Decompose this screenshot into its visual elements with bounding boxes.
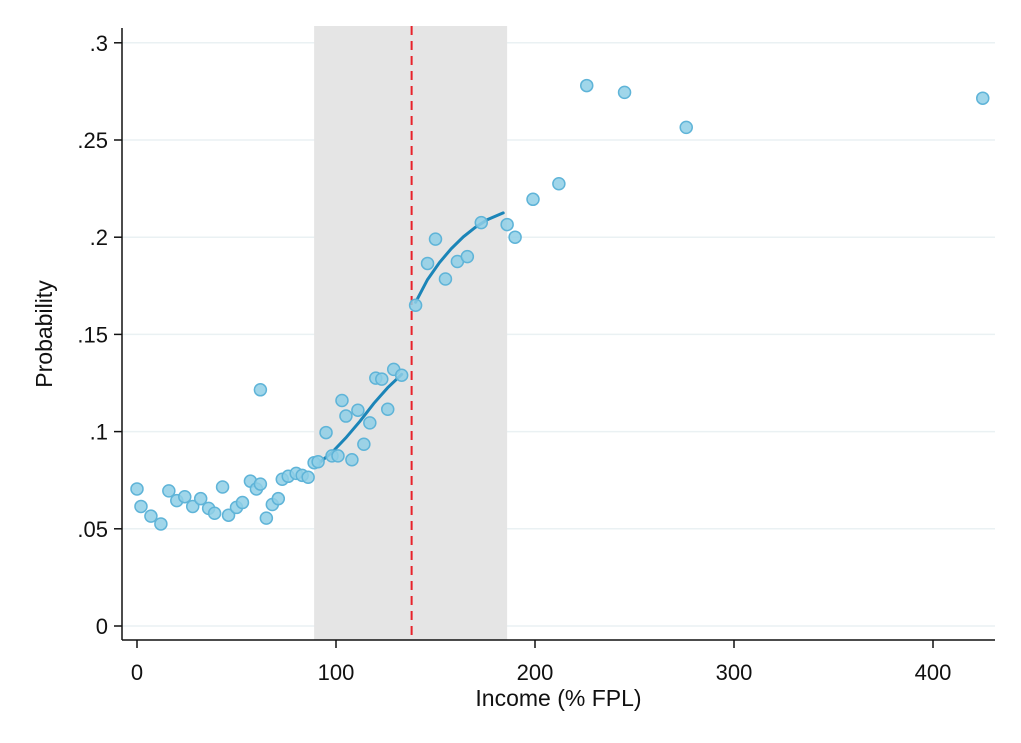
x-tick-label: 200 [517,660,554,685]
scatter-point [311,454,325,469]
y-tick-label: 0 [96,614,108,639]
y-tick-label: .25 [77,128,108,153]
x-tick-label: 100 [318,660,355,685]
scatter-point [253,477,268,491]
scatter-points [130,78,990,531]
scatter-point [508,230,522,244]
scatter-point [394,368,409,382]
scatter-point [134,499,148,514]
scatter-point [579,78,594,93]
scatter-point [976,91,990,105]
scatter-point [193,491,208,506]
scatter-point [154,517,168,531]
scatter-point [301,470,315,485]
scatter-point [552,176,566,191]
gridlines [122,42,995,627]
scatter-point [345,453,359,467]
scatter-point [162,484,176,498]
scatter-point [207,506,222,520]
scatter-point [438,272,453,286]
scatter-point [235,495,250,510]
y-tick-label: .05 [77,517,108,542]
scatter-point [221,508,236,522]
x-axis-title: Income (% FPL) [475,685,641,711]
x-tick-label: 0 [131,660,143,685]
y-axis-title: Probability [31,280,57,388]
scatter-point [375,372,389,386]
scatter-point [351,403,365,417]
scatter-point [428,232,443,246]
scatter-point [259,511,274,525]
scatter-point [420,256,435,271]
scatter-point [130,482,144,496]
x-tick-label: 300 [716,660,753,685]
y-tick-label: .15 [77,322,108,347]
y-tick-label: .1 [90,420,108,445]
scatter-point [253,383,268,397]
y-tick-label: .3 [90,31,108,56]
scatter-point [363,416,377,430]
axes: 0 .05 .1 .15 .2 .25 .3 0 100 200 300 400 [77,28,995,685]
scatter-point [215,480,230,494]
y-tick-label: .2 [90,225,108,250]
scatter-point [617,85,632,100]
scatter-point [144,509,158,523]
scatter-point [408,298,423,312]
scatter-point [474,215,489,230]
scatter-point [335,393,349,408]
scatter-point [500,217,514,232]
scatter-point [526,192,540,207]
scatter-point [679,120,693,135]
scatter-point [271,491,286,506]
scatter-point [357,437,371,451]
scatter-point [185,499,200,514]
scatter-point [319,425,333,440]
scatter-point [331,449,345,463]
x-tick-label: 400 [915,660,952,685]
scatter-point [380,402,395,416]
scatter-point [178,489,192,504]
scatter-point [339,409,353,423]
scatter-point [460,249,475,264]
